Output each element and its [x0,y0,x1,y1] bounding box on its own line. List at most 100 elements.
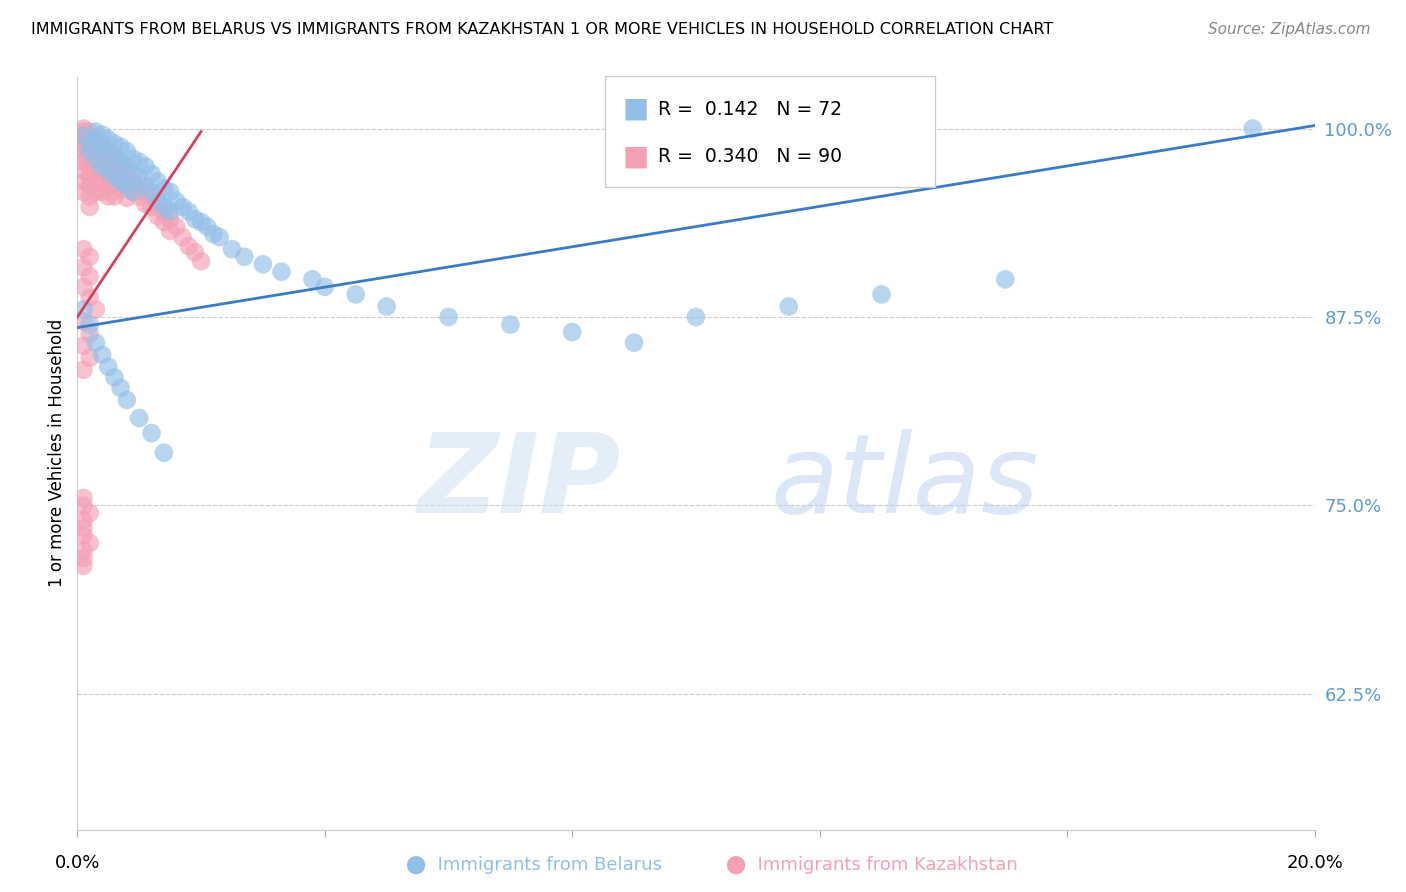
Point [72,125,94,139]
Point [72,136,94,151]
Point [72,242,94,256]
Point [79,125,101,139]
Point [72,551,94,566]
Point [159,204,181,219]
Point [72,129,94,144]
Point [134,185,156,199]
Text: ZIP: ZIP [418,429,621,536]
Point [72,302,94,317]
Point [79,189,101,203]
Point [84,130,107,145]
Text: ⬤  Immigrants from Kazakhstan: ⬤ Immigrants from Kazakhstan [725,855,1018,874]
Point [128,189,150,203]
Point [115,178,138,193]
Point [79,318,101,332]
Point [172,200,194,214]
Point [110,174,132,188]
Point [110,182,132,196]
Point [134,178,156,193]
Point [79,351,101,365]
Point [115,167,138,181]
Point [153,182,176,196]
Point [128,154,150,169]
Text: 0.0%: 0.0% [55,855,100,872]
Point [1241,121,1264,136]
Point [79,169,101,184]
Point [84,174,107,188]
Point [128,411,150,425]
Point [84,163,107,178]
Text: Source: ZipAtlas.com: Source: ZipAtlas.com [1208,22,1371,37]
Point [103,149,125,163]
Point [146,174,169,188]
Point [115,159,138,173]
Point [115,144,138,159]
Point [79,250,101,264]
Text: atlas: atlas [770,429,1039,536]
Point [72,514,94,528]
Point [72,314,94,328]
Point [165,194,187,208]
Point [72,143,94,157]
Point [103,176,125,190]
Point [91,139,114,153]
Point [91,348,114,362]
Point [110,381,132,395]
Point [91,154,114,169]
Text: 20.0%: 20.0% [1286,855,1343,872]
Point [79,136,101,151]
Point [79,144,101,159]
Point [190,254,212,268]
Point [153,200,176,214]
Point [141,200,163,214]
Point [994,272,1017,286]
Point [159,224,181,238]
Point [122,185,145,199]
Point [103,136,125,151]
Point [134,197,156,211]
Point [159,212,181,227]
Point [221,242,243,256]
Point [84,302,107,317]
Point [84,185,107,199]
Point [208,230,231,244]
Point [72,558,94,573]
Text: IMMIGRANTS FROM BELARUS VS IMMIGRANTS FROM KAZAKHSTAN 1 OR MORE VEHICLES IN HOUS: IMMIGRANTS FROM BELARUS VS IMMIGRANTS FR… [31,22,1053,37]
Point [115,392,138,407]
Point [146,197,169,211]
Point [72,280,94,294]
Point [159,185,181,199]
Point [623,335,645,350]
Point [72,491,94,505]
Point [165,219,187,234]
Point [141,185,163,199]
Point [195,219,218,234]
Point [97,144,120,159]
Point [375,300,398,314]
Point [72,174,94,188]
Text: R =  0.142   N = 72: R = 0.142 N = 72 [658,100,842,119]
Point [97,167,120,181]
Point [72,132,94,146]
Point [72,339,94,353]
Point [84,144,107,159]
Point [172,230,194,244]
Point [97,154,120,169]
Point [72,260,94,275]
Point [91,136,114,151]
Point [97,359,120,374]
Point [103,370,125,384]
Point [97,178,120,193]
Point [84,134,107,148]
Point [233,250,256,264]
Point [110,169,132,184]
Point [103,163,125,178]
Point [115,178,138,193]
Point [499,318,522,332]
Point [177,204,200,219]
Point [84,136,107,151]
Point [252,257,274,271]
Point [97,132,120,146]
Point [91,159,114,173]
Point [79,144,101,159]
